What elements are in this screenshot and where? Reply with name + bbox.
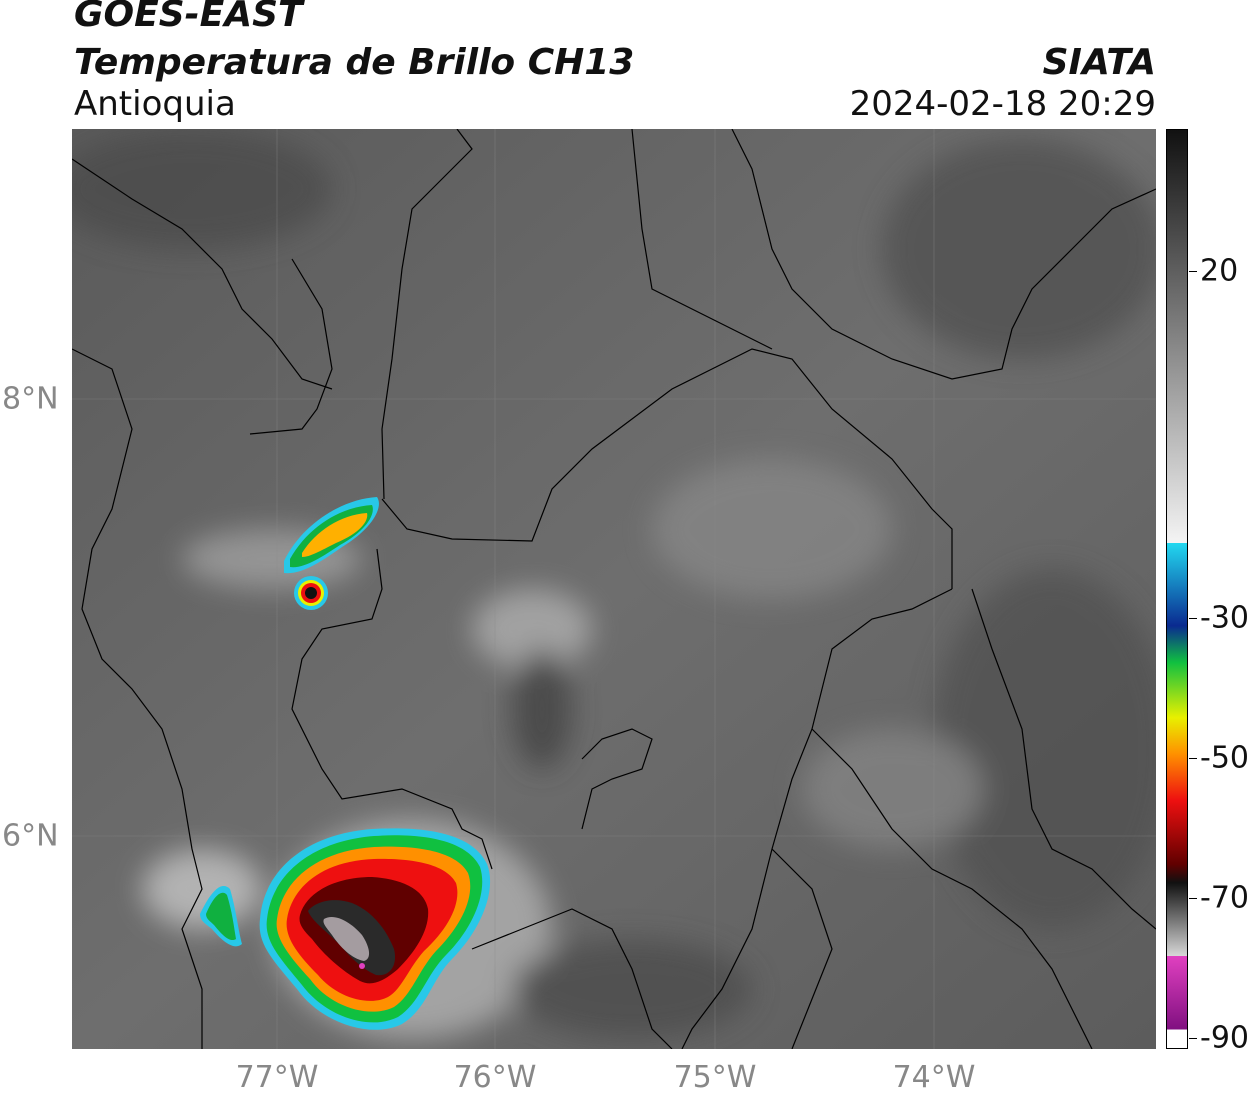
- lon-tick-label: 77°W: [235, 1060, 319, 1095]
- colorbar-label: -50: [1200, 740, 1249, 776]
- colorbar-tick: [1189, 758, 1197, 759]
- grid-lines: [72, 129, 1156, 1049]
- lat-tick-label: 6°N: [2, 818, 59, 854]
- lon-tick-label: 76°W: [453, 1060, 537, 1095]
- colorbar-tick: [1189, 618, 1197, 619]
- organization-label: SIATA: [1042, 42, 1156, 83]
- lon-tick-label: 75°W: [673, 1060, 757, 1095]
- colorbar-label: 20: [1200, 253, 1239, 289]
- lon-tick-label: 74°W: [892, 1060, 976, 1095]
- product-title: Temperatura de Brillo CH13: [74, 42, 635, 83]
- colorbar-tick: [1189, 898, 1197, 899]
- brightness-temperature-map[interactable]: [72, 129, 1156, 1049]
- colorbar-tick: [1189, 271, 1197, 272]
- colorbar-label: -70: [1200, 880, 1249, 916]
- region-label: Antioquia: [74, 84, 236, 124]
- lat-tick-label: 8°N: [2, 381, 59, 417]
- small-cell-west: [200, 886, 242, 947]
- datetime-label: 2024-02-18 20:29: [849, 84, 1156, 124]
- colorbar-label: -90: [1200, 1020, 1249, 1056]
- boundaries: [72, 129, 1156, 1049]
- satellite-title: GOES-EAST: [74, 0, 303, 35]
- convective-cell-south: [259, 828, 491, 1030]
- temperature-colorbar: [1166, 129, 1188, 1049]
- convective-cell-north: [284, 497, 379, 610]
- colorbar-tick: [1189, 1038, 1197, 1039]
- colorbar-label: -30: [1200, 600, 1249, 636]
